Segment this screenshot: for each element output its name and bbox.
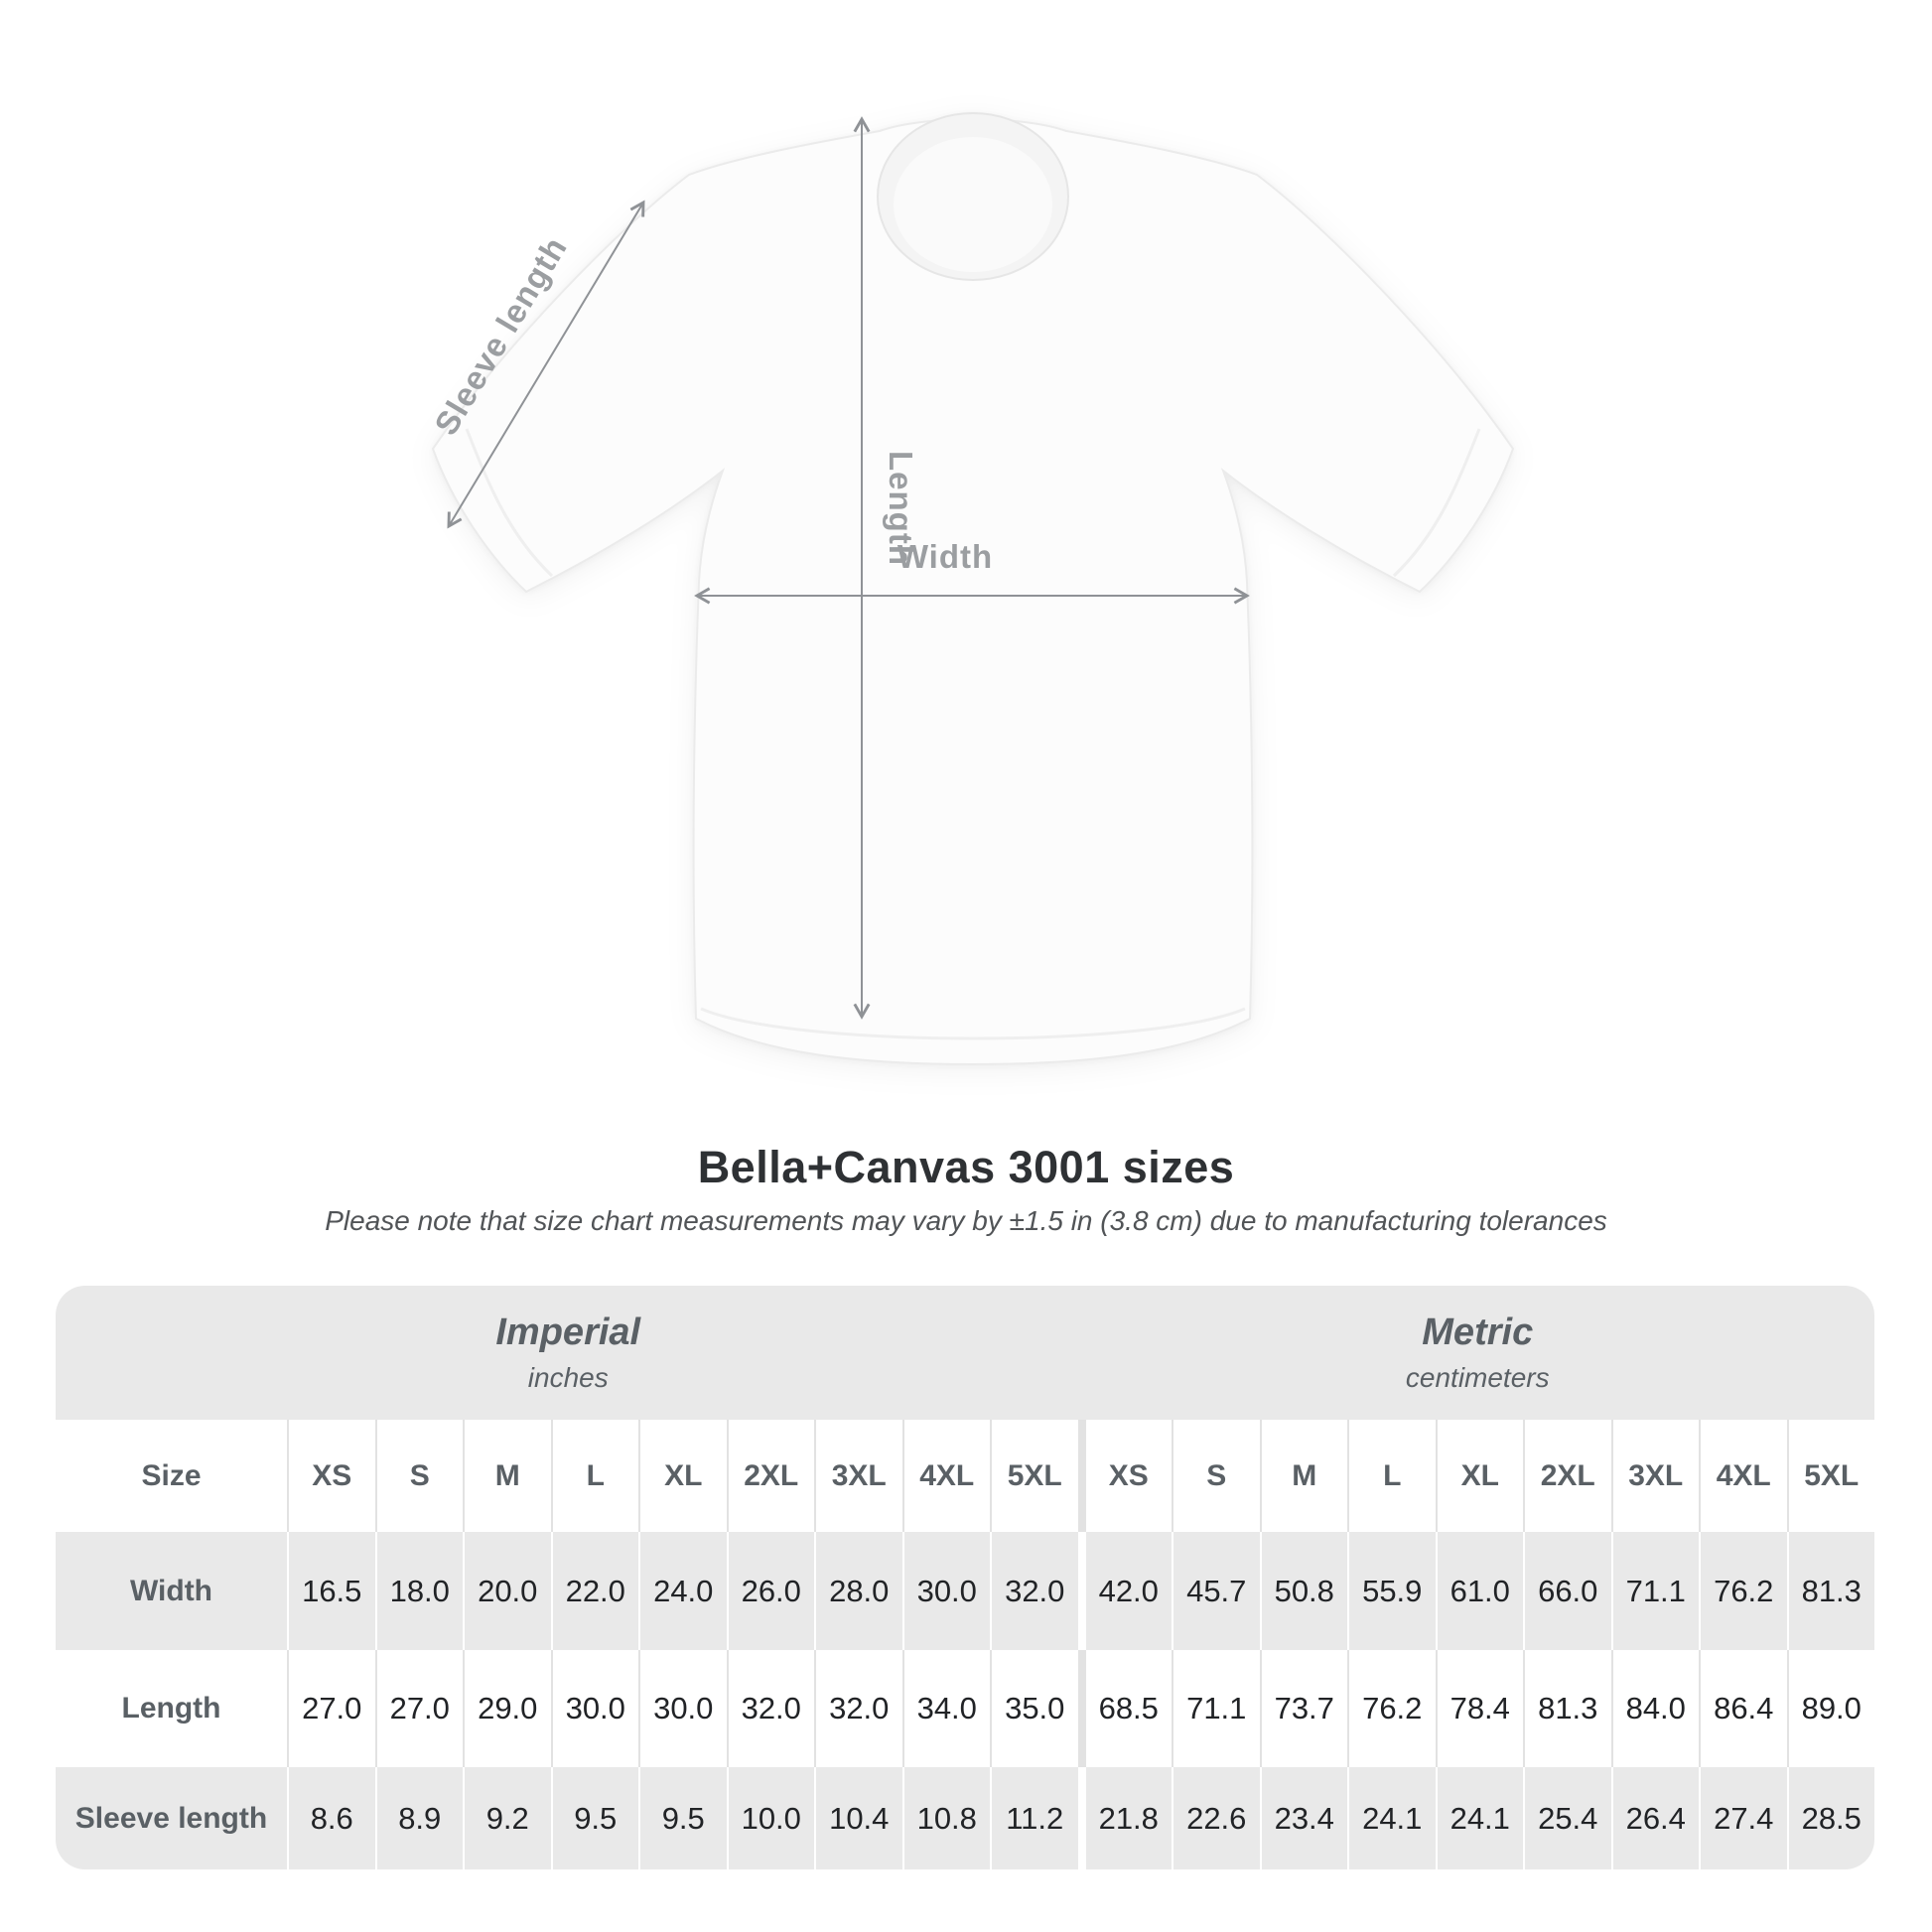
- size-header-imperial-m: M: [463, 1420, 551, 1532]
- width-value-metric-4xl: 76.2: [1699, 1532, 1787, 1650]
- width-value-metric-3xl: 71.1: [1610, 1532, 1699, 1650]
- width-value-metric-xl: 61.0: [1435, 1532, 1523, 1650]
- width-value-metric-xs: 42.0: [1077, 1532, 1172, 1650]
- sleeve-dimension-line: [447, 200, 645, 529]
- length-value-imperial-3xl: 32.0: [814, 1650, 902, 1767]
- size-header-metric-m: M: [1259, 1420, 1348, 1532]
- sleeve-length-value-metric-5xl: 28.5: [1786, 1767, 1874, 1869]
- width-value-imperial-xl: 24.0: [638, 1532, 727, 1650]
- width-value-imperial-m: 20.0: [463, 1532, 551, 1650]
- length-row: Length 27.0 27.0 29.0 30.0 30.0 32.0 32.0 34.0 35…: [56, 1650, 1874, 1767]
- size-header-imperial-xs: XS: [287, 1420, 375, 1532]
- length-value-metric-xl: 78.4: [1435, 1650, 1524, 1767]
- imperial-unit-label: Imperial: [495, 1311, 641, 1353]
- sleeve-length-value-metric-xs: 21.8: [1077, 1767, 1172, 1869]
- length-value-metric-2xl: 81.3: [1523, 1650, 1611, 1767]
- length-value-metric-m: 73.7: [1259, 1650, 1348, 1767]
- size-header-row: Size XS S M L XL 2XL 3XL 4XL 5XL XS S M L XL 2XL 3XL 4XL…: [56, 1420, 1874, 1532]
- sleeve-length-value-imperial-m: 9.2: [463, 1767, 551, 1869]
- right-sleeve-seam: [1392, 428, 1481, 578]
- size-header-metric-xs: XS: [1077, 1420, 1173, 1532]
- imperial-unit-sub: inches: [527, 1362, 609, 1394]
- width-row-label: Width: [56, 1532, 287, 1650]
- length-value-imperial-4xl: 34.0: [901, 1650, 991, 1767]
- sleeve-length-row: Sleeve length 8.6 8.9 9.2 9.5 9.5 10.0 10.4 10.8…: [56, 1767, 1874, 1869]
- size-header-imperial-s: S: [374, 1420, 464, 1532]
- size-header-metric-l: L: [1347, 1420, 1436, 1532]
- size-column-header: Size: [141, 1458, 202, 1492]
- page-subtitle: Please note that size chart measurements…: [325, 1205, 1607, 1236]
- width-value-metric-m: 50.8: [1259, 1532, 1347, 1650]
- unit-band-row: Imperial inches Metric centimeters: [56, 1286, 1874, 1420]
- width-value-imperial-5xl: 32.0: [990, 1532, 1078, 1650]
- page-title: Bella+Canvas 3001 sizes: [697, 1142, 1235, 1192]
- tshirt-figure: Length Width Sleeve length: [427, 112, 1515, 1066]
- size-header-imperial-xl: XL: [638, 1420, 727, 1532]
- size-header-imperial-2xl: 2XL: [726, 1420, 815, 1532]
- sleeve-length-value-imperial-s: 8.9: [374, 1767, 463, 1869]
- size-header-imperial-l: L: [550, 1420, 639, 1532]
- width-value-metric-s: 45.7: [1172, 1532, 1260, 1650]
- size-header-metric-s: S: [1172, 1420, 1260, 1532]
- length-value-imperial-xl: 30.0: [638, 1650, 727, 1767]
- length-value-metric-s: 71.1: [1172, 1650, 1260, 1767]
- length-value-metric-xs: 68.5: [1077, 1650, 1173, 1767]
- width-value-imperial-l: 22.0: [550, 1532, 638, 1650]
- length-value-imperial-5xl: 35.0: [990, 1650, 1078, 1767]
- size-header-metric-2xl: 2XL: [1523, 1420, 1611, 1532]
- length-value-metric-l: 76.2: [1347, 1650, 1436, 1767]
- sleeve-length-value-metric-2xl: 25.4: [1523, 1767, 1611, 1869]
- size-header-metric-4xl: 4XL: [1699, 1420, 1787, 1532]
- hem-seam: [700, 1007, 1246, 1040]
- sleeve-length-value-imperial-xl: 9.5: [638, 1767, 727, 1869]
- sleeve-length-value-metric-l: 24.1: [1347, 1767, 1436, 1869]
- width-value-imperial-4xl: 30.0: [901, 1532, 990, 1650]
- sleeve-length-value-imperial-4xl: 10.8: [901, 1767, 990, 1869]
- size-header-metric-xl: XL: [1435, 1420, 1524, 1532]
- size-header-metric-5xl: 5XL: [1786, 1420, 1875, 1532]
- width-value-metric-5xl: 81.3: [1786, 1532, 1874, 1650]
- width-value-imperial-s: 18.0: [374, 1532, 463, 1650]
- size-header-metric-3xl: 3XL: [1610, 1420, 1700, 1532]
- width-value-imperial-xs: 16.5: [287, 1532, 375, 1650]
- sleeve-length-value-imperial-l: 9.5: [550, 1767, 638, 1869]
- size-header-imperial-4xl: 4XL: [901, 1420, 991, 1532]
- sleeve-length-value-imperial-3xl: 10.4: [814, 1767, 902, 1869]
- size-header-imperial-3xl: 3XL: [814, 1420, 902, 1532]
- sleeve-length-row-label: Sleeve length: [56, 1767, 287, 1869]
- metric-unit-label: Metric: [1422, 1311, 1534, 1353]
- width-value-metric-2xl: 66.0: [1523, 1532, 1611, 1650]
- length-value-metric-4xl: 86.4: [1699, 1650, 1787, 1767]
- collar-opening: [894, 137, 1052, 272]
- length-row-label: Length: [121, 1692, 221, 1725]
- tshirt-illustration: [431, 112, 1515, 1066]
- width-row: Width 16.5 18.0 20.0 22.0 24.0 26.0 28.0 30.0 32.…: [56, 1532, 1874, 1650]
- metric-group-header: Metric centimeters: [1080, 1286, 1874, 1420]
- size-header-imperial-5xl: 5XL: [990, 1420, 1078, 1532]
- metric-unit-sub: centimeters: [1405, 1362, 1550, 1394]
- sleeve-length-value-metric-3xl: 26.4: [1610, 1767, 1699, 1869]
- length-value-imperial-m: 29.0: [463, 1650, 551, 1767]
- sleeve-length-value-metric-m: 23.4: [1259, 1767, 1347, 1869]
- width-value-metric-l: 55.9: [1347, 1532, 1436, 1650]
- length-value-imperial-2xl: 32.0: [726, 1650, 815, 1767]
- length-value-imperial-s: 27.0: [374, 1650, 464, 1767]
- sleeve-length-value-metric-xl: 24.1: [1435, 1767, 1523, 1869]
- imperial-group-header: Imperial inches: [56, 1286, 1081, 1420]
- sleeve-length-value-metric-4xl: 27.4: [1699, 1767, 1787, 1869]
- sleeve-length-value-imperial-2xl: 10.0: [726, 1767, 814, 1869]
- length-label: Length: [883, 451, 919, 566]
- length-value-imperial-xs: 27.0: [287, 1650, 375, 1767]
- sleeve-length-value-metric-s: 22.6: [1172, 1767, 1260, 1869]
- width-label: Width: [897, 538, 993, 575]
- width-value-imperial-3xl: 28.0: [814, 1532, 902, 1650]
- length-value-imperial-l: 30.0: [550, 1650, 639, 1767]
- sleeve-length-value-imperial-xs: 8.6: [287, 1767, 375, 1869]
- width-value-imperial-2xl: 26.0: [726, 1532, 814, 1650]
- length-value-metric-5xl: 89.0: [1786, 1650, 1875, 1767]
- length-value-metric-3xl: 84.0: [1610, 1650, 1700, 1767]
- size-table: Imperial inches Metric centimeters Size …: [56, 1286, 1874, 1869]
- sleeve-length-value-imperial-5xl: 11.2: [990, 1767, 1078, 1869]
